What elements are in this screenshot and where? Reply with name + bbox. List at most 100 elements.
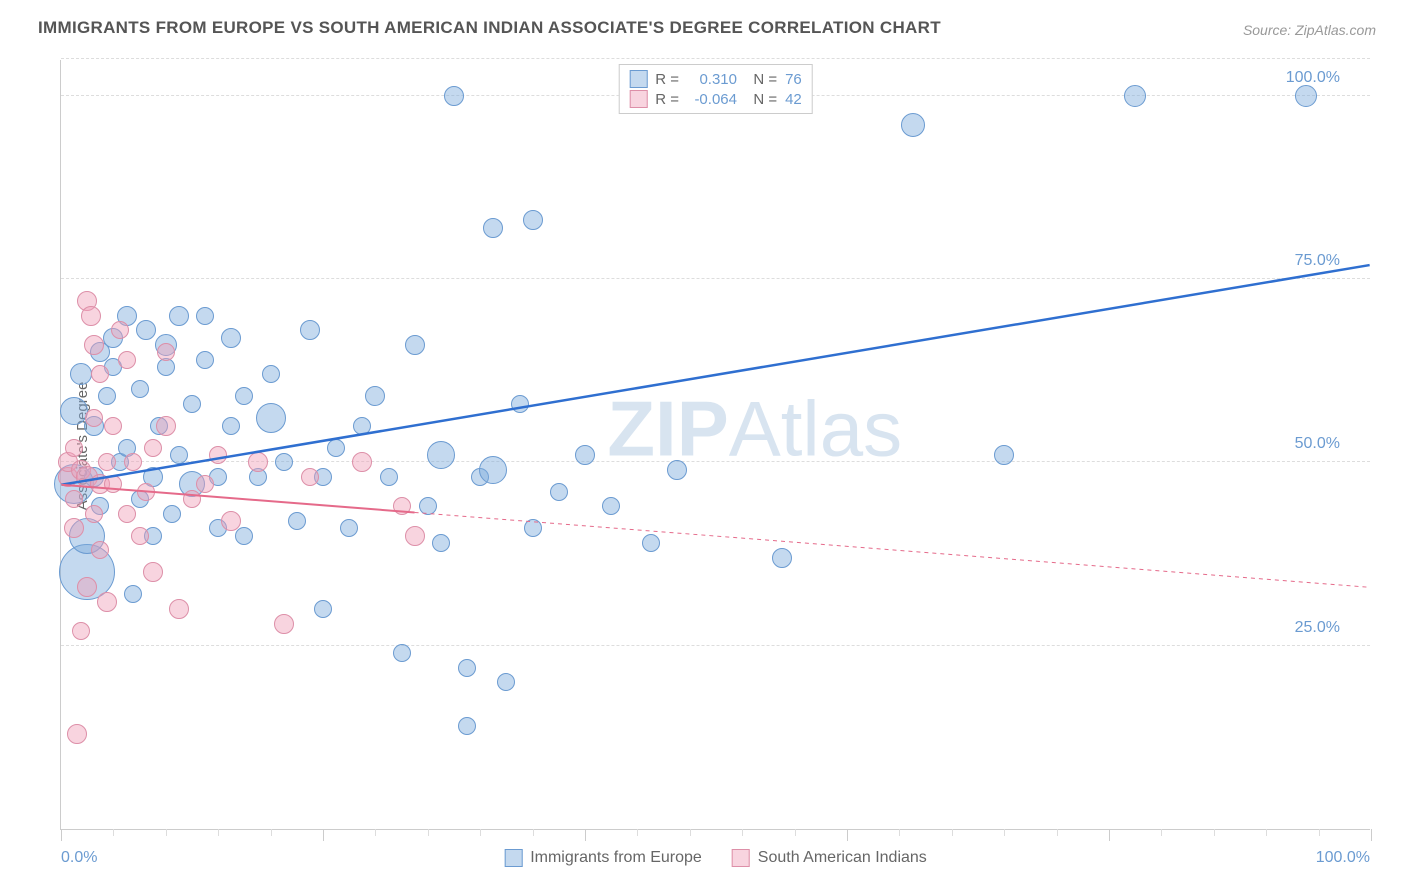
- data-point: [497, 673, 515, 691]
- x-tick-major: [61, 829, 62, 841]
- gridline: [61, 278, 1370, 279]
- x-tick-minor: [428, 829, 429, 836]
- x-tick-minor: [795, 829, 796, 836]
- data-point: [65, 490, 83, 508]
- data-point: [98, 453, 116, 471]
- x-tick-minor: [375, 829, 376, 836]
- data-point: [550, 483, 568, 501]
- x-tick-minor: [271, 829, 272, 836]
- x-tick-minor: [166, 829, 167, 836]
- legend-item-sai: South American Indians: [732, 849, 927, 867]
- data-point: [483, 218, 503, 238]
- x-tick-minor: [1266, 829, 1267, 836]
- data-point: [169, 599, 189, 619]
- data-point: [64, 518, 84, 538]
- data-point: [365, 386, 385, 406]
- data-point: [301, 468, 319, 486]
- data-point: [104, 417, 122, 435]
- x-tick-major: [847, 829, 848, 841]
- data-point: [70, 363, 92, 385]
- data-point: [72, 622, 90, 640]
- swatch-europe-icon: [504, 849, 522, 867]
- source-label: Source: ZipAtlas.com: [1243, 22, 1376, 38]
- data-point: [235, 387, 253, 405]
- legend-item-europe: Immigrants from Europe: [504, 849, 702, 867]
- data-point: [222, 417, 240, 435]
- data-point: [104, 475, 122, 493]
- data-point: [275, 453, 293, 471]
- data-point: [196, 307, 214, 325]
- data-point: [479, 456, 507, 484]
- x-tick-minor: [113, 829, 114, 836]
- data-point: [144, 439, 162, 457]
- data-point: [137, 483, 155, 501]
- data-point: [170, 446, 188, 464]
- data-point: [221, 511, 241, 531]
- data-point: [575, 445, 595, 465]
- x-tick-minor: [742, 829, 743, 836]
- y-tick-label: 25.0%: [1295, 619, 1360, 637]
- x-tick-minor: [690, 829, 691, 836]
- data-point: [131, 380, 149, 398]
- data-point: [221, 328, 241, 348]
- y-tick-label: 100.0%: [1286, 69, 1360, 87]
- data-point: [156, 416, 176, 436]
- x-tick-minor: [1214, 829, 1215, 836]
- data-point: [85, 505, 103, 523]
- data-point: [91, 541, 109, 559]
- data-point: [65, 439, 83, 457]
- data-point: [169, 306, 189, 326]
- data-point: [256, 403, 286, 433]
- y-tick-label: 75.0%: [1295, 252, 1360, 270]
- data-point: [602, 497, 620, 515]
- swatch-europe: [629, 70, 647, 88]
- data-point: [772, 548, 792, 568]
- data-point: [163, 505, 181, 523]
- legend-label-europe: Immigrants from Europe: [530, 849, 702, 867]
- data-point: [235, 527, 253, 545]
- data-point: [143, 562, 163, 582]
- x-tick-minor: [1057, 829, 1058, 836]
- data-point: [248, 452, 268, 472]
- data-point: [314, 600, 332, 618]
- data-point: [511, 395, 529, 413]
- data-point: [523, 210, 543, 230]
- x-tick-major: [1109, 829, 1110, 841]
- data-point: [352, 452, 372, 472]
- watermark: ZIPAtlas: [607, 384, 902, 475]
- data-point: [380, 468, 398, 486]
- data-point: [340, 519, 358, 537]
- data-point: [209, 446, 227, 464]
- data-point: [393, 497, 411, 515]
- chart-title: IMMIGRANTS FROM EUROPE VS SOUTH AMERICAN…: [38, 18, 941, 38]
- data-point: [300, 320, 320, 340]
- data-point: [393, 644, 411, 662]
- x-tick-minor: [899, 829, 900, 836]
- correlation-legend: R = 0.310 N = 76 R = -0.064 N = 42: [618, 64, 813, 114]
- data-point: [1124, 85, 1146, 107]
- x-tick-major: [323, 829, 324, 841]
- data-point: [183, 490, 201, 508]
- swatch-sai: [629, 90, 647, 108]
- x-axis-max: 100.0%: [1316, 849, 1370, 867]
- data-point: [432, 534, 450, 552]
- data-point: [353, 417, 371, 435]
- data-point: [124, 585, 142, 603]
- data-point: [118, 351, 136, 369]
- x-tick-minor: [1004, 829, 1005, 836]
- data-point: [84, 335, 104, 355]
- x-tick-minor: [637, 829, 638, 836]
- x-tick-minor: [1161, 829, 1162, 836]
- data-point: [427, 441, 455, 469]
- data-point: [183, 395, 201, 413]
- x-tick-major: [585, 829, 586, 841]
- data-point: [131, 527, 149, 545]
- x-tick-minor: [218, 829, 219, 836]
- data-point: [901, 113, 925, 137]
- x-tick-minor: [952, 829, 953, 836]
- data-point: [405, 335, 425, 355]
- x-axis-min: 0.0%: [61, 849, 97, 867]
- swatch-sai-icon: [732, 849, 750, 867]
- n-label: N =: [745, 71, 777, 88]
- legend-label-sai: South American Indians: [758, 849, 927, 867]
